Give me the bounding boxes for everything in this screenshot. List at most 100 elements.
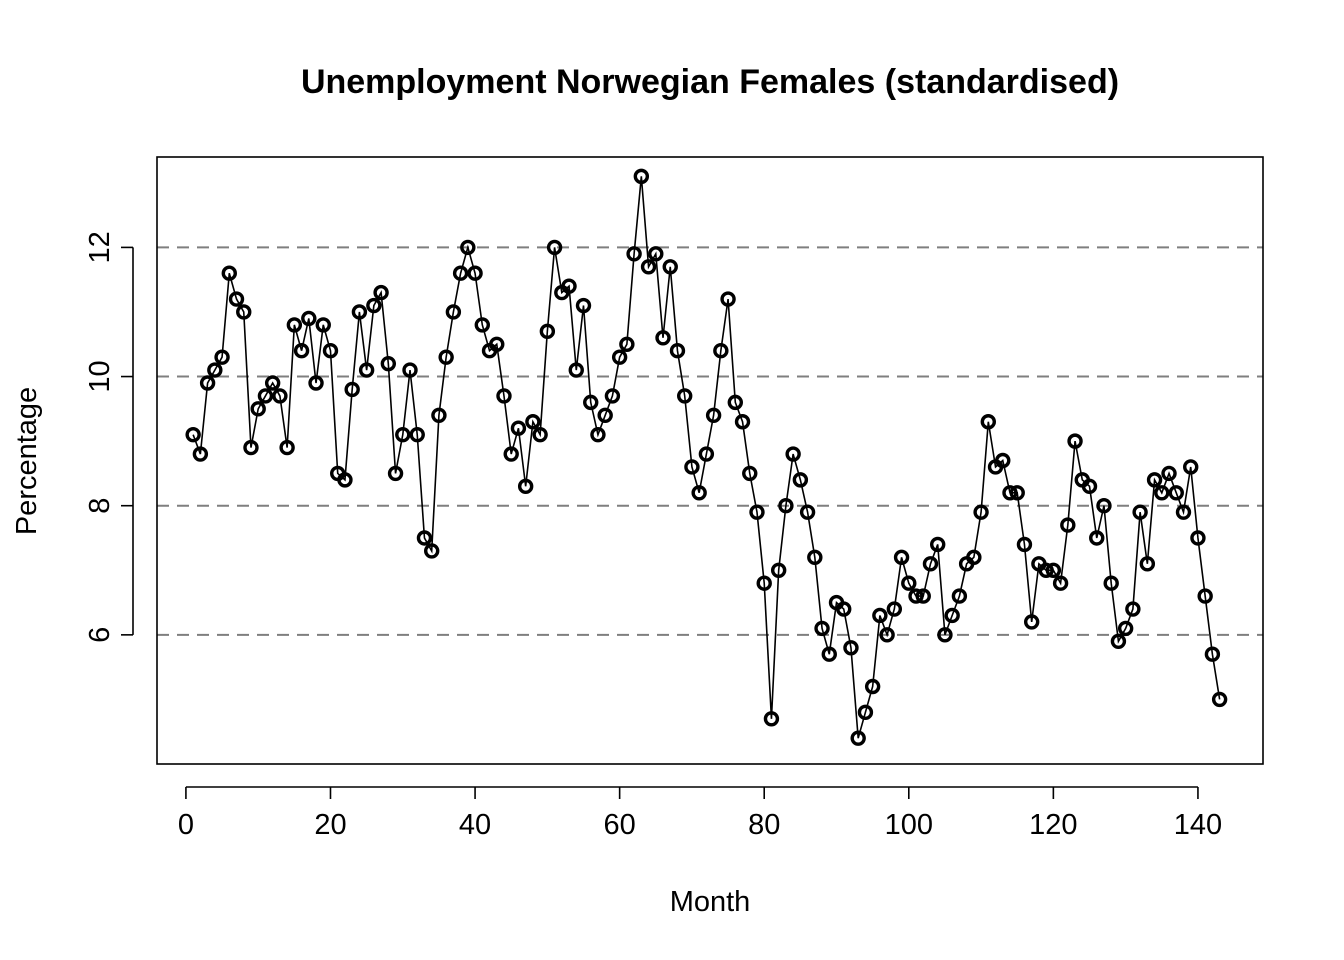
data-point xyxy=(460,239,476,256)
data-point xyxy=(192,446,209,462)
data-point xyxy=(431,407,447,423)
data-point xyxy=(387,465,404,482)
x-axis: 0 20 40 60 80 100 120 140 xyxy=(178,786,1222,841)
data-point xyxy=(1197,588,1213,604)
data-point xyxy=(315,317,331,333)
data-point xyxy=(633,168,650,185)
data-point xyxy=(1002,485,1018,501)
data-point xyxy=(1211,691,1228,708)
data-point xyxy=(1060,517,1076,533)
data-point xyxy=(930,536,946,553)
data-point xyxy=(770,562,787,578)
data-point xyxy=(301,310,317,327)
data-point xyxy=(1154,485,1170,501)
data-point xyxy=(1067,433,1083,449)
data-point xyxy=(915,588,931,604)
data-point xyxy=(1038,562,1054,578)
data-point xyxy=(980,414,997,430)
data-point xyxy=(1096,498,1112,514)
data-point xyxy=(380,355,397,372)
data-point xyxy=(373,284,389,301)
series xyxy=(185,168,1228,746)
data-point xyxy=(561,278,577,294)
data-point xyxy=(532,426,548,443)
y-tick-label: 10 xyxy=(84,360,116,392)
data-point xyxy=(358,362,375,378)
x-axis-label: Month xyxy=(670,886,751,918)
y-tick-label: 6 xyxy=(84,627,116,643)
y-tick-label: 12 xyxy=(84,231,116,263)
x-tick-label: 0 xyxy=(178,809,194,841)
data-point xyxy=(742,465,758,482)
data-point xyxy=(583,394,599,411)
data-point xyxy=(402,362,418,378)
data-point xyxy=(662,259,678,275)
data-point xyxy=(908,588,924,604)
data-point xyxy=(1052,575,1069,591)
data-point xyxy=(1168,485,1184,501)
data-point xyxy=(322,343,339,359)
data-point xyxy=(1089,530,1105,546)
data-point xyxy=(199,375,216,391)
data-point xyxy=(720,291,736,307)
data-point xyxy=(409,426,425,443)
data-point xyxy=(1139,556,1156,572)
data-point xyxy=(785,446,801,462)
data-point xyxy=(1204,646,1221,662)
data-point xyxy=(308,375,324,391)
data-point xyxy=(937,627,953,643)
data-point xyxy=(1146,472,1163,488)
data-point xyxy=(698,446,715,462)
data-point xyxy=(872,607,888,624)
data-point xyxy=(496,388,512,404)
data-point xyxy=(1117,620,1134,637)
data-point xyxy=(778,498,794,514)
data-point xyxy=(590,426,606,443)
plot-frame xyxy=(156,156,1264,765)
data-point xyxy=(445,304,462,320)
data-point xyxy=(489,336,505,352)
data-point xyxy=(257,388,274,404)
data-point xyxy=(416,530,433,546)
data-point xyxy=(886,601,903,617)
data-point xyxy=(503,446,519,462)
data-point xyxy=(619,336,635,352)
data-point xyxy=(1132,504,1148,520)
data-point xyxy=(264,375,281,391)
data-point xyxy=(995,452,1011,469)
data-point xyxy=(474,317,490,333)
data-point xyxy=(525,414,541,430)
data-point xyxy=(1110,633,1127,650)
data-point xyxy=(539,323,556,340)
data-point xyxy=(836,601,852,617)
data-point xyxy=(452,265,469,281)
chart-title: Unemployment Norwegian Females (standard… xyxy=(301,63,1119,101)
data-point xyxy=(243,439,259,456)
data-point xyxy=(604,388,621,404)
data-point xyxy=(423,543,440,559)
data-point xyxy=(438,349,454,365)
data-point xyxy=(1045,562,1062,578)
data-point xyxy=(236,304,252,320)
data-point xyxy=(337,472,353,488)
data-point xyxy=(366,297,382,314)
data-point xyxy=(207,362,223,378)
data-point xyxy=(655,330,671,346)
data-point xyxy=(293,343,310,359)
data-point xyxy=(705,407,722,423)
data-point xyxy=(1161,465,1177,482)
x-tick-label: 140 xyxy=(1174,809,1222,841)
data-point xyxy=(467,265,483,281)
data-point xyxy=(944,607,960,624)
data-point xyxy=(1016,536,1033,553)
data-point xyxy=(893,549,910,566)
data-point xyxy=(395,426,411,443)
data-point xyxy=(691,485,707,501)
x-tick-label: 100 xyxy=(885,809,933,841)
data-point xyxy=(279,439,295,456)
data-point xyxy=(1081,478,1098,495)
data-point xyxy=(185,426,201,443)
data-point xyxy=(640,259,657,275)
y-axis: 6 8 10 12 xyxy=(84,231,134,643)
data-point xyxy=(821,646,837,662)
